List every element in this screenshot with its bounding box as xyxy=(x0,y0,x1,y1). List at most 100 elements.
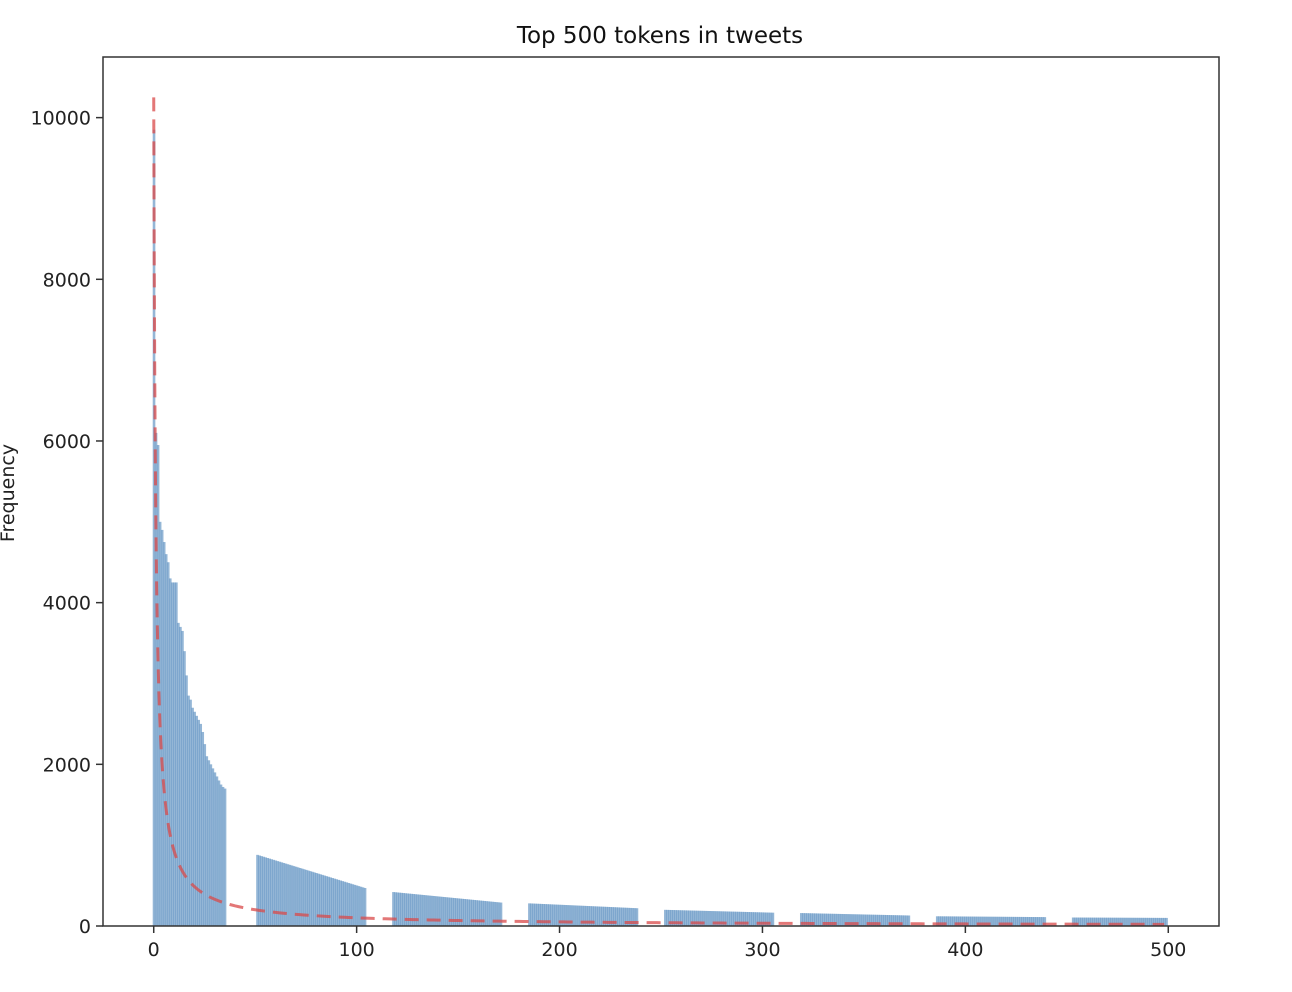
bar xyxy=(613,907,616,926)
bar xyxy=(396,892,399,926)
bar xyxy=(806,913,809,926)
bar xyxy=(714,911,718,926)
bar xyxy=(485,901,489,926)
y-tick-label: 2000 xyxy=(43,754,91,776)
bar xyxy=(355,885,359,926)
bar xyxy=(187,695,190,926)
bar xyxy=(544,904,547,926)
bar xyxy=(676,910,679,926)
bar xyxy=(840,913,844,926)
bar xyxy=(858,914,862,926)
bar xyxy=(189,699,192,926)
plot-frame xyxy=(102,56,1220,927)
bar xyxy=(830,913,834,926)
bar xyxy=(850,914,854,926)
bar xyxy=(694,910,698,926)
bar xyxy=(1136,917,1140,926)
bar xyxy=(1114,917,1118,926)
y-axis-label: Frequency xyxy=(0,444,19,542)
bar xyxy=(1075,917,1079,926)
bar xyxy=(156,445,160,926)
bar xyxy=(976,916,980,926)
bar xyxy=(617,907,621,926)
y-tick-label: 4000 xyxy=(43,593,91,615)
bar xyxy=(611,907,614,926)
bar xyxy=(1130,917,1134,926)
bar xyxy=(700,910,704,926)
x-tick-label: 200 xyxy=(541,939,577,961)
bar xyxy=(680,910,683,926)
bar xyxy=(479,900,483,926)
bar xyxy=(708,911,712,926)
bar xyxy=(942,916,945,926)
bar xyxy=(672,910,675,926)
bar xyxy=(426,895,430,926)
bar xyxy=(530,903,533,926)
bar xyxy=(170,582,174,926)
bar xyxy=(347,883,351,926)
bar xyxy=(499,902,503,926)
bar xyxy=(743,911,746,926)
x-tick-label: 300 xyxy=(744,939,780,961)
bar xyxy=(1151,917,1154,926)
bar xyxy=(343,881,347,926)
bar xyxy=(751,912,754,926)
bar xyxy=(763,912,767,926)
bar xyxy=(868,914,872,926)
bar xyxy=(842,914,846,926)
bar xyxy=(359,886,363,926)
bar xyxy=(556,904,560,926)
bar xyxy=(767,912,771,926)
bar xyxy=(854,914,858,926)
bar xyxy=(434,896,438,926)
bar xyxy=(889,915,892,926)
bar xyxy=(199,723,203,926)
bar xyxy=(1098,917,1101,926)
bar xyxy=(582,905,586,926)
bar xyxy=(548,904,552,926)
bar xyxy=(446,897,450,926)
bar xyxy=(438,896,442,926)
bar xyxy=(702,910,706,926)
bar xyxy=(442,897,446,926)
bar xyxy=(960,916,963,926)
bar xyxy=(1011,916,1014,926)
bar xyxy=(891,915,894,926)
bar xyxy=(1088,917,1091,926)
bar xyxy=(262,856,265,926)
bar xyxy=(822,913,825,926)
bar xyxy=(755,912,758,926)
bar xyxy=(191,707,194,926)
bar xyxy=(706,910,710,926)
bar xyxy=(221,786,225,926)
bar xyxy=(905,915,909,926)
bar xyxy=(682,910,685,926)
bar xyxy=(1126,917,1130,926)
bar xyxy=(461,898,464,926)
bar xyxy=(838,913,842,926)
bar xyxy=(814,913,817,926)
bar xyxy=(1043,917,1047,926)
bar xyxy=(1096,917,1099,926)
bar xyxy=(319,874,322,926)
bar xyxy=(1148,917,1152,926)
bar xyxy=(737,911,740,926)
bar xyxy=(546,904,549,926)
bar xyxy=(363,888,367,926)
bar xyxy=(572,905,576,926)
bar xyxy=(893,915,896,926)
bar xyxy=(353,884,357,926)
bar xyxy=(1142,917,1146,926)
bar xyxy=(1155,917,1158,926)
bar xyxy=(728,911,732,926)
bar xyxy=(1077,917,1081,926)
bar xyxy=(1116,917,1120,926)
bar xyxy=(696,910,700,926)
bar xyxy=(333,878,336,926)
bar xyxy=(627,907,631,926)
bar xyxy=(996,916,1000,926)
bar xyxy=(351,884,355,926)
bar xyxy=(982,916,986,926)
bar xyxy=(219,784,223,926)
bar xyxy=(810,913,813,926)
